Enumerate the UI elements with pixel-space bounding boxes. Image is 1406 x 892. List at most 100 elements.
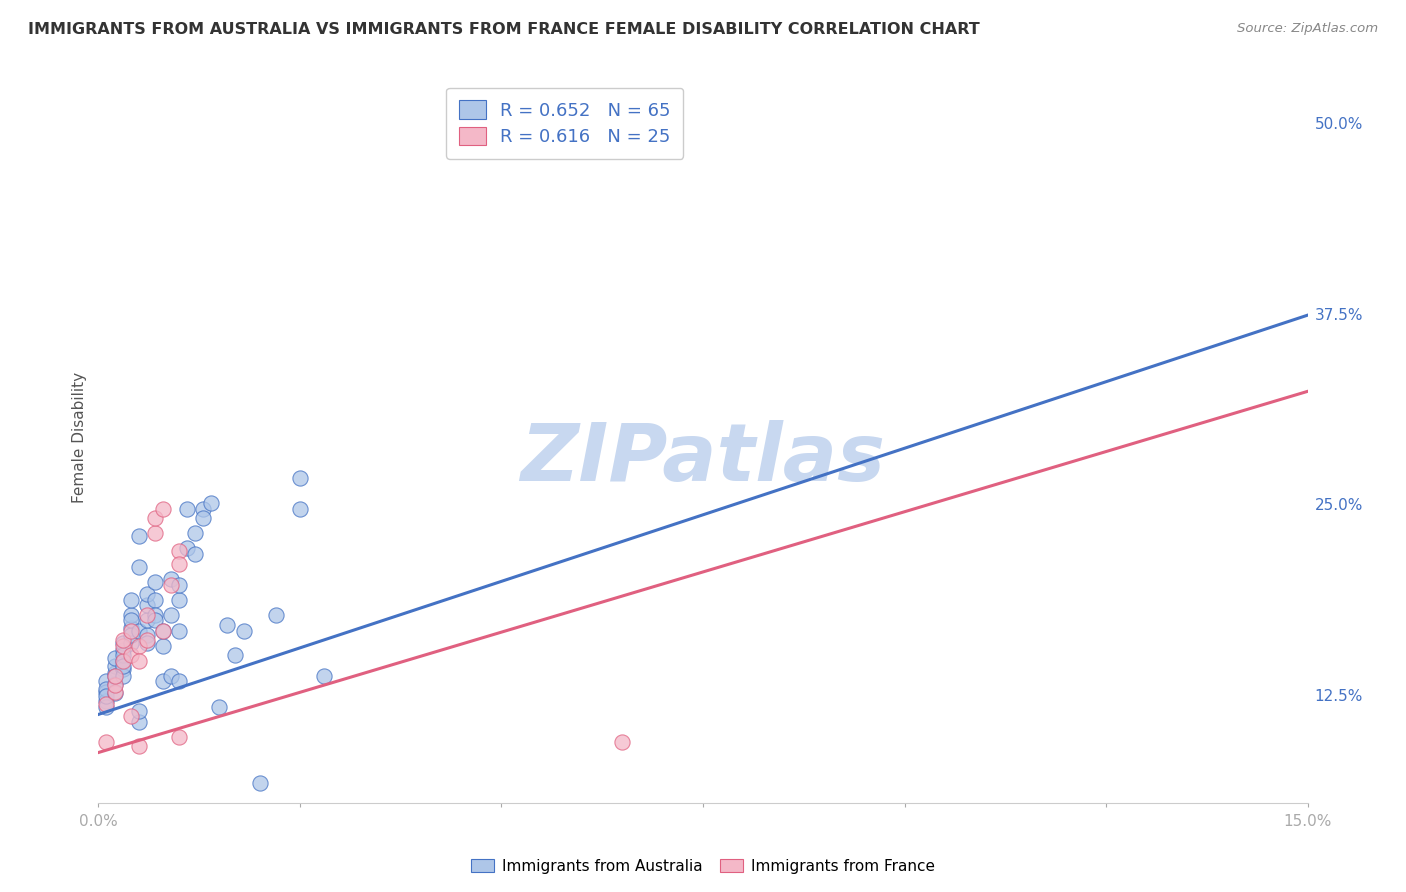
Point <box>103 658 125 673</box>
Point <box>135 628 157 642</box>
Point <box>96 699 118 714</box>
Point <box>120 709 142 723</box>
Point <box>128 714 150 729</box>
Point <box>103 666 125 681</box>
Point <box>143 593 166 607</box>
Point <box>288 501 311 516</box>
Point <box>143 526 166 541</box>
Point <box>152 624 174 638</box>
Point <box>160 572 183 586</box>
Point <box>193 511 215 525</box>
Legend: Immigrants from Australia, Immigrants from France: Immigrants from Australia, Immigrants fr… <box>465 853 941 880</box>
Point <box>184 526 207 541</box>
Point <box>120 636 142 650</box>
Point <box>120 648 142 662</box>
Point <box>200 495 222 509</box>
Point <box>128 529 150 543</box>
Point <box>176 541 198 556</box>
Text: ZIPatlas: ZIPatlas <box>520 420 886 498</box>
Legend: R = 0.652   N = 65, R = 0.616   N = 25: R = 0.652 N = 65, R = 0.616 N = 25 <box>446 87 683 159</box>
Point <box>128 654 150 668</box>
Point <box>152 501 174 516</box>
Point <box>143 608 166 623</box>
Text: 25.0%: 25.0% <box>1315 498 1362 513</box>
Point <box>111 654 134 668</box>
Point <box>135 613 157 627</box>
Point <box>103 677 125 691</box>
Point <box>111 658 134 673</box>
Point <box>120 628 142 642</box>
Point <box>96 689 118 703</box>
Point <box>314 669 336 683</box>
Point <box>120 621 142 635</box>
Point <box>135 636 157 650</box>
Point <box>152 639 174 653</box>
Point <box>120 624 142 638</box>
Point <box>128 639 150 653</box>
Point <box>128 624 150 638</box>
Point <box>96 697 118 711</box>
Point <box>111 669 134 683</box>
Point <box>167 593 190 607</box>
Point <box>160 608 183 623</box>
Point <box>96 681 118 696</box>
Text: Source: ZipAtlas.com: Source: ZipAtlas.com <box>1237 22 1378 36</box>
Point <box>184 548 207 562</box>
Point <box>217 617 239 632</box>
Point <box>111 662 134 676</box>
Point <box>167 673 190 688</box>
Point <box>193 501 215 516</box>
Point <box>167 624 190 638</box>
Point <box>167 578 190 592</box>
Point <box>128 739 150 754</box>
Point <box>135 598 157 612</box>
Point <box>167 557 190 571</box>
Point <box>96 735 118 749</box>
Point <box>152 673 174 688</box>
Point <box>120 608 142 623</box>
Text: 37.5%: 37.5% <box>1315 308 1362 323</box>
Point <box>135 587 157 601</box>
Point <box>160 669 183 683</box>
Point <box>111 648 134 662</box>
Text: IMMIGRANTS FROM AUSTRALIA VS IMMIGRANTS FROM FRANCE FEMALE DISABILITY CORRELATIO: IMMIGRANTS FROM AUSTRALIA VS IMMIGRANTS … <box>28 22 980 37</box>
Point <box>103 678 125 692</box>
Point <box>135 608 157 623</box>
Point <box>128 705 150 719</box>
Point <box>167 544 190 558</box>
Point <box>103 651 125 665</box>
Point <box>103 686 125 700</box>
Point <box>111 632 134 647</box>
Point <box>288 471 311 485</box>
Text: 12.5%: 12.5% <box>1315 689 1362 704</box>
Point <box>96 673 118 688</box>
Point <box>111 639 134 653</box>
Point <box>176 501 198 516</box>
Point <box>167 731 190 745</box>
Point <box>135 632 157 647</box>
Point <box>120 613 142 627</box>
Point <box>143 613 166 627</box>
Point <box>96 694 118 708</box>
Point <box>208 699 231 714</box>
Point <box>103 669 125 683</box>
Point <box>232 624 254 638</box>
Point <box>264 608 287 623</box>
Point <box>128 559 150 574</box>
Point <box>103 684 125 698</box>
Point <box>111 643 134 657</box>
Point <box>160 578 183 592</box>
Point <box>249 776 271 790</box>
Point <box>143 574 166 589</box>
Y-axis label: Female Disability: Female Disability <box>72 371 87 503</box>
Text: 50.0%: 50.0% <box>1315 117 1362 132</box>
Point <box>152 624 174 638</box>
Point <box>111 654 134 668</box>
Point <box>120 593 142 607</box>
Point <box>111 636 134 650</box>
Point <box>224 648 246 662</box>
Point <box>96 684 118 698</box>
Point <box>103 669 125 683</box>
Point <box>143 511 166 525</box>
Point <box>612 735 634 749</box>
